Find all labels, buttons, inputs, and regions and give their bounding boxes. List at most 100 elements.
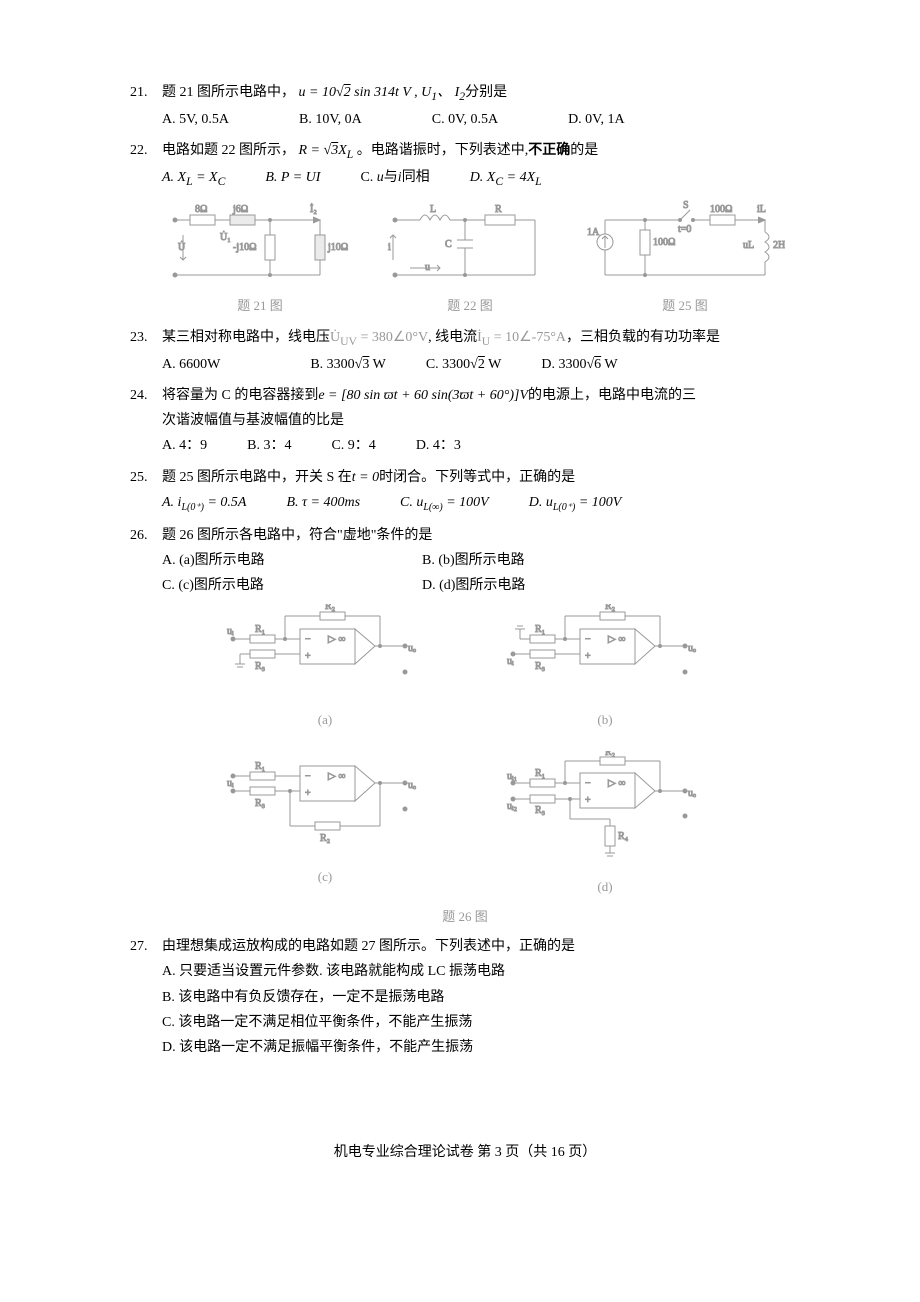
svg-text:uₒ: uₒ: [688, 643, 696, 654]
question-27: 27. 由理想集成运放构成的电路如题 27 图所示。下列表述中，正确的是 A. …: [130, 934, 800, 1060]
svg-text:+: +: [305, 651, 311, 662]
svg-text:−: −: [305, 771, 311, 782]
fig26b-caption: (b): [495, 708, 715, 731]
q24-number: 24.: [130, 383, 162, 408]
q23-number: 23.: [130, 325, 162, 350]
q26-optD: D. (d)图所示电路: [422, 573, 682, 598]
svg-text:uᵢ₂: uᵢ₂: [507, 801, 517, 812]
svg-text:uᵢ: uᵢ: [227, 778, 234, 789]
svg-text:uᵢ₁: uᵢ₁: [507, 771, 517, 782]
svg-text:+: +: [585, 651, 591, 662]
question-23: 23. 某三相对称电路中，线电压U̇UV = 380∠0°V, 线电流İU = …: [130, 325, 800, 377]
question-25: 25. 题 25 图所示电路中，开关 S 在t = 0时闭合。下列等式中，正确的…: [130, 465, 800, 517]
q26-options: A. (a)图所示电路 B. (b)图所示电路 C. (c)图所示电路 D. (…: [130, 548, 800, 598]
svg-text:▷ ∞: ▷ ∞: [328, 634, 345, 645]
q24-optD: D. 4：3: [416, 433, 461, 458]
q25-options: A. iL(0⁺) = 0.5A B. τ = 400ms C. uL(∞) =…: [130, 490, 800, 517]
q24-optC: C. 9：4: [331, 433, 375, 458]
svg-text:-j10Ω: -j10Ω: [233, 242, 257, 253]
q27-text: 由理想集成运放构成的电路如题 27 图所示。下列表述中，正确的是: [162, 934, 800, 959]
question-24: 24. 将容量为 C 的电容器接到e = [80 sin ϖt + 60 sin…: [130, 383, 800, 459]
q23-optA: A. 6600W: [162, 352, 220, 377]
q25-number: 25.: [130, 465, 162, 490]
q27-optB: B. 该电路中有负反馈存在，一定不是振荡电路: [130, 985, 800, 1010]
question-22: 22. 电路如题 22 图所示， R = √3XL 。电路谐振时，下列表述中,不…: [130, 138, 800, 192]
svg-text:▷ ∞: ▷ ∞: [328, 771, 345, 782]
q27-optD: D. 该电路一定不满足振幅平衡条件，不能产生振荡: [130, 1035, 800, 1060]
svg-text:2H: 2H: [773, 240, 785, 251]
fig26c-caption: (c): [215, 865, 435, 888]
q25-optD: D. uL(0⁺) = 100V: [529, 490, 622, 517]
q22-optA: A. XL = XC: [162, 165, 225, 192]
svg-text:R₃: R₃: [535, 805, 545, 816]
q24-optB: B. 3：4: [247, 433, 291, 458]
q24-options: A. 4：9 B. 3：4 C. 9：4 D. 4：3: [130, 433, 800, 458]
svg-text:uᵢ: uᵢ: [507, 656, 514, 667]
q22-text: 电路如题 22 图所示， R = √3XL 。电路谐振时，下列表述中,不正确的是: [162, 138, 800, 165]
svg-text:R₂: R₂: [605, 751, 615, 758]
q24-text: 将容量为 C 的电容器接到e = [80 sin ϖt + 60 sin(3ϖt…: [162, 383, 800, 408]
svg-text:L: L: [430, 204, 436, 215]
q26-optB: B. (b)图所示电路: [422, 548, 682, 573]
q27-optC: C. 该电路一定不满足相位平衡条件，不能产生振荡: [130, 1010, 800, 1035]
q22-optD: D. XC = 4XL: [470, 165, 542, 192]
svg-text:R₂: R₂: [320, 833, 330, 844]
fig26d-caption: (d): [495, 875, 715, 898]
svg-text:R₂: R₂: [605, 604, 615, 612]
q25-optC: C. uL(∞) = 100V: [400, 490, 489, 517]
svg-text:uL: uL: [743, 240, 754, 251]
svg-text:R₂: R₂: [325, 604, 335, 612]
fig-26c: R₁ − + ▷ ∞ uₒ uᵢ R₃: [215, 751, 435, 898]
q21-optA: A. 5V, 0.5A: [162, 107, 229, 132]
fig-26a: uᵢ R₁ R₂ − + ▷ ∞: [215, 604, 435, 731]
fig21-svg: 8Ω j6Ω -j10Ω İ₂ j10Ω U̇: [165, 200, 355, 290]
q25-optB: B. τ = 400ms: [286, 490, 360, 517]
svg-text:U̇: U̇: [178, 241, 186, 253]
q24-optA: A. 4：9: [162, 433, 207, 458]
q27-optA: A. 只要适当设置元件参数. 该电路就能构成 LC 振荡电路: [130, 959, 800, 984]
fig-26d: uᵢ₁ R₁ R₂ − + ▷ ∞: [495, 751, 715, 898]
fig-25: 1A 100Ω S t=0 100Ω iL: [585, 200, 785, 317]
svg-text:S: S: [683, 200, 689, 211]
q22-options: A. XL = XC B. P = UI C. u与i同相 D. XC = 4X…: [130, 165, 800, 192]
fig-21: 8Ω j6Ω -j10Ω İ₂ j10Ω U̇: [165, 200, 355, 317]
q21-optB: B. 10V, 0A: [299, 107, 362, 132]
q23-text: 某三相对称电路中，线电压U̇UV = 380∠0°V, 线电流İU = 10∠-…: [162, 325, 800, 352]
q21-number: 21.: [130, 80, 162, 105]
fig25-svg: 1A 100Ω S t=0 100Ω iL: [585, 200, 785, 290]
svg-text:R₁: R₁: [535, 624, 545, 635]
svg-text:R₃: R₃: [255, 661, 265, 672]
q21-text: 题 21 图所示电路中， u = 10√2 sin 314t V , U1、 I…: [162, 80, 800, 107]
fig26a-svg: uᵢ R₁ R₂ − + ▷ ∞: [225, 604, 425, 704]
svg-text:1A: 1A: [587, 227, 600, 238]
svg-text:U̇₁: U̇₁: [220, 231, 231, 243]
svg-text:t=0: t=0: [678, 224, 691, 235]
q22-number: 22.: [130, 138, 162, 163]
q26-text: 题 26 图所示各电路中，符合"虚地"条件的是: [162, 523, 800, 548]
fig26c-svg: R₁ − + ▷ ∞ uₒ uᵢ R₃: [225, 751, 425, 861]
fig26d-svg: uᵢ₁ R₁ R₂ − + ▷ ∞: [505, 751, 705, 871]
fig-26b: R₁ R₂ − + ▷ ∞ uₒ: [495, 604, 715, 731]
svg-text:R₁: R₁: [535, 768, 545, 779]
svg-text:+: +: [305, 788, 311, 799]
svg-text:uₒ: uₒ: [688, 788, 696, 799]
svg-text:R₁: R₁: [255, 761, 265, 772]
svg-text:uᵢ: uᵢ: [227, 626, 234, 637]
q26-optA: A. (a)图所示电路: [162, 548, 422, 573]
svg-text:R₁: R₁: [255, 624, 265, 635]
q22-optC: C. u与i同相: [360, 165, 429, 192]
svg-text:R₃: R₃: [255, 798, 265, 809]
fig22-svg: L R C i u: [385, 200, 555, 290]
fig25-caption: 题 25 图: [585, 294, 785, 317]
fig26a-caption: (a): [215, 708, 435, 731]
q26-number: 26.: [130, 523, 162, 548]
svg-text:100Ω: 100Ω: [653, 237, 675, 248]
q23-options: A. 6600W B. 3300√3 W C. 3300√2 W D. 3300…: [130, 352, 800, 377]
svg-text:▷ ∞: ▷ ∞: [608, 634, 625, 645]
q21-options: A. 5V, 0.5A B. 10V, 0A C. 0V, 0.5A D. 0V…: [130, 107, 800, 132]
svg-text:uₒ: uₒ: [408, 643, 416, 654]
fig21-caption: 题 21 图: [165, 294, 355, 317]
q26-optC: C. (c)图所示电路: [162, 573, 422, 598]
svg-text:İ₂: İ₂: [310, 203, 317, 215]
q23-optC: C. 3300√2 W: [426, 352, 502, 377]
